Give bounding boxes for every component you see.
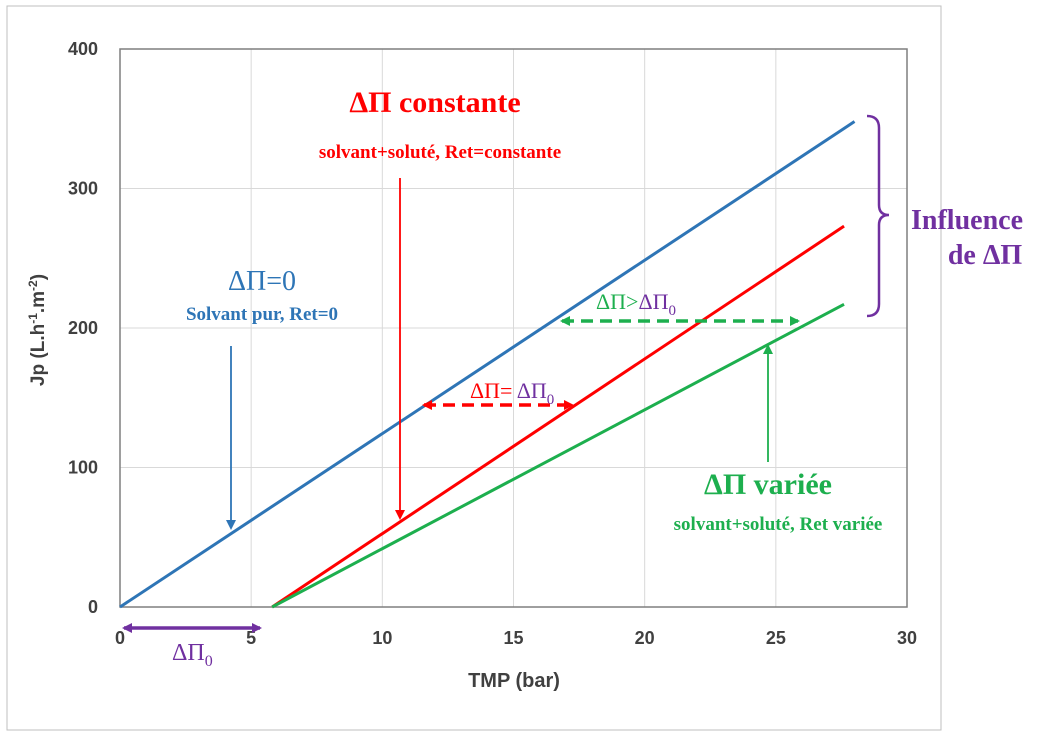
y-tick-200: 200 <box>68 318 98 338</box>
series-line-blue <box>119 120 856 609</box>
influence-label-line1: Influence <box>911 205 1023 236</box>
y-tick-0: 0 <box>88 597 98 617</box>
x-tick-20: 20 <box>635 628 655 648</box>
red-arrow-label: ΔΠ= ΔΠ0 <box>470 378 554 408</box>
series-lines <box>119 120 856 609</box>
plot-area <box>119 48 908 608</box>
blue-title: ΔΠ=0 <box>228 266 296 297</box>
y-tick-400: 400 <box>68 39 98 59</box>
green-arrow-label: ΔΠ>ΔΠ0 <box>596 289 676 319</box>
y-axis-title-exp2: -2 <box>26 280 40 291</box>
blue-subtitle: Solvant pur, Ret=0 <box>186 304 338 325</box>
series-line-red <box>271 224 845 609</box>
x-tick-10: 10 <box>372 628 392 648</box>
red-title: ΔΠ constante <box>349 86 520 119</box>
green-title: ΔΠ variée <box>704 468 832 501</box>
bottom-delta-pi0-label: ΔΠ0 <box>172 640 213 670</box>
influence-bracket <box>866 114 890 318</box>
influence-label-line2: de ΔΠ <box>948 240 1023 271</box>
y-tick-100: 100 <box>68 458 98 478</box>
y-axis-title-exp1: -1 <box>26 313 40 324</box>
x-tick-labels: 0 5 10 15 20 25 30 <box>115 628 917 648</box>
y-tick-300: 300 <box>68 179 98 199</box>
series-line-green <box>271 302 845 609</box>
x-tick-5: 5 <box>246 628 256 648</box>
annotation-arrows <box>122 178 800 633</box>
green-subtitle: solvant+soluté, Ret variée <box>674 514 883 535</box>
y-tick-labels: 0 100 200 300 400 <box>68 39 98 617</box>
x-tick-30: 30 <box>897 628 917 648</box>
gridlines <box>120 49 907 607</box>
red-subtitle: solvant+soluté, Ret=constante <box>319 142 561 163</box>
x-tick-25: 25 <box>766 628 786 648</box>
x-tick-15: 15 <box>503 628 523 648</box>
x-axis-title: TMP (bar) <box>468 670 560 692</box>
y-axis-title: Jp (L.h-1.m-2) <box>26 274 49 386</box>
chart-area-border <box>6 5 942 731</box>
x-tick-0: 0 <box>115 628 125 648</box>
